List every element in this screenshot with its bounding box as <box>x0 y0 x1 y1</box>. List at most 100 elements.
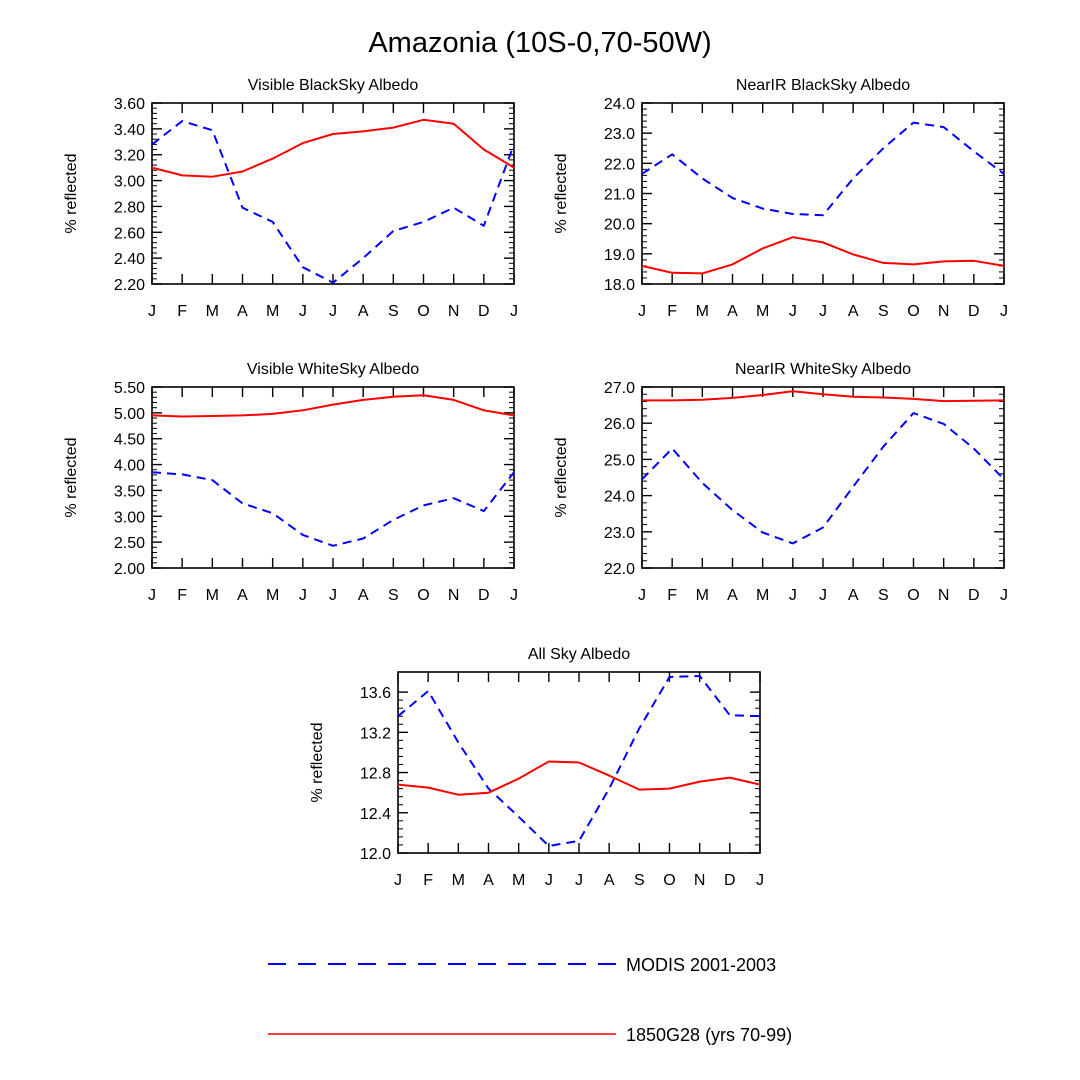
y-tick-label: 4.50 <box>114 432 145 449</box>
y-tick-label: 3.50 <box>114 483 145 500</box>
x-tick-label: A <box>604 872 615 889</box>
x-tick-label: D <box>724 872 736 889</box>
x-tick-label: F <box>667 587 677 604</box>
y-tick-label: 2.60 <box>114 225 145 242</box>
y-tick-label: 26.0 <box>604 416 635 433</box>
y-tick-label: 13.6 <box>360 685 391 702</box>
x-tick-label: O <box>663 872 675 889</box>
y-tick-label: 3.00 <box>114 509 145 526</box>
series-line-modis <box>151 120 515 284</box>
x-tick-label: M <box>452 872 465 889</box>
x-tick-label: J <box>575 872 583 889</box>
y-tick-label: 3.60 <box>114 96 145 113</box>
y-tick-label: 5.50 <box>114 380 145 397</box>
y-tick-label: 24.0 <box>604 96 635 113</box>
x-tick-label: D <box>968 303 980 320</box>
y-tick-label: 20.0 <box>604 217 635 234</box>
x-tick-label: J <box>756 872 764 889</box>
chart-panels: Visible BlackSky Albedo % reflected 2.20 2.… <box>63 77 1008 889</box>
x-tick-label: S <box>388 303 399 320</box>
x-tick-label: M <box>206 303 219 320</box>
y-tick-label: 5.00 <box>114 406 145 423</box>
x-tick-label: M <box>512 872 525 889</box>
y-tick-label: 12.4 <box>360 806 391 823</box>
x-tick-label: D <box>968 587 980 604</box>
x-tick-label: A <box>358 587 369 604</box>
x-tick-label: J <box>819 587 827 604</box>
x-tick-label: J <box>148 303 156 320</box>
x-tick-label: N <box>448 587 460 604</box>
y-tick-label: 21.0 <box>604 187 635 204</box>
legend: MODIS 2001-2003 1850G28 (yrs 70-99) <box>268 955 792 1045</box>
x-tick-label: J <box>148 587 156 604</box>
y-tick-label: 19.0 <box>604 247 635 264</box>
series-line-model <box>642 390 1005 403</box>
y-axis-label: % reflected <box>63 153 80 233</box>
x-tick-label: J <box>329 303 337 320</box>
y-axis-label: % reflected <box>553 153 570 233</box>
x-tick-label: S <box>634 872 645 889</box>
y-tick-label: 25.0 <box>604 452 635 469</box>
x-tick-label: O <box>907 587 919 604</box>
chart-panel-2: NearIR BlackSky Albedo % reflected 18.0 19.… <box>553 77 1008 320</box>
y-tick-label: 18.0 <box>604 277 635 294</box>
series-line-modis <box>397 675 761 847</box>
series-line-model <box>641 236 1005 275</box>
x-tick-label: J <box>638 303 646 320</box>
plot-frame <box>641 102 1005 285</box>
x-tick-label: J <box>510 303 518 320</box>
x-tick-label: J <box>789 587 797 604</box>
y-tick-label: 2.20 <box>114 277 145 294</box>
x-tick-label: A <box>727 303 738 320</box>
x-tick-label: M <box>696 303 709 320</box>
x-tick-label: S <box>878 303 889 320</box>
y-tick-label: 2.00 <box>114 561 145 578</box>
x-tick-label: A <box>358 303 369 320</box>
x-tick-label: A <box>237 587 248 604</box>
x-tick-label: J <box>329 587 337 604</box>
x-tick-label: M <box>756 303 769 320</box>
y-tick-label: 13.2 <box>360 725 391 742</box>
x-tick-label: A <box>727 587 738 604</box>
x-tick-label: D <box>478 587 490 604</box>
x-tick-label: M <box>756 587 769 604</box>
y-tick-label: 2.80 <box>114 199 145 216</box>
x-tick-label: J <box>299 303 307 320</box>
x-tick-label: M <box>266 587 279 604</box>
x-tick-label: O <box>907 303 919 320</box>
y-tick-label: 2.50 <box>114 535 145 552</box>
chart-panel-1: Visible BlackSky Albedo % reflected 2.20 2.… <box>63 77 518 320</box>
y-axis-label: % reflected <box>553 437 570 517</box>
x-tick-label: D <box>478 303 490 320</box>
x-tick-label: M <box>266 303 279 320</box>
x-tick-label: J <box>789 303 797 320</box>
x-tick-label: S <box>388 587 399 604</box>
series-line-modis <box>641 121 1005 217</box>
panel-title: All Sky Albedo <box>528 646 630 663</box>
y-tick-label: 4.00 <box>114 458 145 475</box>
x-tick-label: S <box>878 587 889 604</box>
x-tick-label: O <box>417 587 429 604</box>
series-line-model <box>151 394 515 418</box>
x-tick-label: A <box>848 303 859 320</box>
x-tick-label: J <box>1000 587 1008 604</box>
y-tick-label: 3.00 <box>114 174 145 191</box>
x-tick-label: A <box>848 587 859 604</box>
x-tick-label: M <box>696 587 709 604</box>
panel-title: NearIR WhiteSky Albedo <box>735 361 911 378</box>
x-tick-label: N <box>694 872 706 889</box>
x-tick-label: O <box>417 303 429 320</box>
y-tick-label: 3.20 <box>114 148 145 165</box>
x-tick-label: J <box>638 587 646 604</box>
x-tick-label: J <box>819 303 827 320</box>
x-tick-label: J <box>394 872 402 889</box>
series-line-modis <box>641 412 1005 545</box>
x-tick-label: N <box>448 303 460 320</box>
x-tick-label: J <box>1000 303 1008 320</box>
series-line-modis <box>151 471 515 547</box>
legend-label-model: 1850G28 (yrs 70-99) <box>626 1025 792 1045</box>
series-line-model <box>397 760 761 796</box>
y-tick-label: 27.0 <box>604 380 635 397</box>
y-tick-label: 23.0 <box>604 126 635 143</box>
